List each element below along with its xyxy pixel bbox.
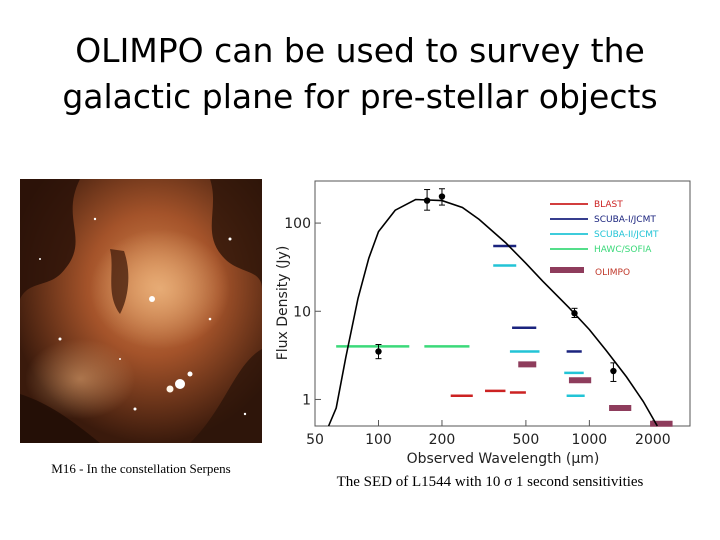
- m16-nebula-photo: [20, 179, 262, 443]
- sed-curve: [327, 198, 658, 427]
- measurement-point: [610, 367, 617, 375]
- slide-title: OLIMPO can be used to survey the galacti…: [0, 28, 720, 120]
- sed-caption: The SED of L1544 with 10 σ 1 second sens…: [336, 474, 644, 490]
- x-tick-label: 1000: [572, 432, 608, 448]
- x-tick-label: 500: [513, 432, 540, 448]
- y-tick-label: 10: [293, 304, 311, 320]
- measurement-point: [571, 310, 578, 317]
- measurement-point: [375, 348, 382, 355]
- legend-label: HAWC/SOFIA: [594, 245, 652, 255]
- legend-label: SCUBA-I/JCMT: [594, 215, 656, 225]
- x-tick-label: 50: [306, 432, 324, 448]
- x-tick-label: 200: [429, 432, 456, 448]
- y-tick-label: 100: [284, 216, 311, 232]
- slide-title-line-1: OLIMPO can be used to survey the: [75, 31, 645, 70]
- y-tick-label: 1: [302, 392, 311, 408]
- measurement-point: [438, 193, 446, 200]
- x-tick-label: 2000: [635, 432, 671, 448]
- plot-frame: [314, 180, 691, 427]
- x-axis-label: Observed Wavelength (μm): [407, 451, 600, 467]
- sed-chart: 50 100 200 500 1000 2000 1 10 100 BLAST SCUBA-I/J…: [275, 178, 705, 473]
- y-axis-label: Flux Density (Jy): [275, 246, 291, 361]
- legend-label: BLAST: [594, 200, 623, 210]
- legend-label: OLIMPO: [595, 268, 630, 278]
- x-tick-label: 100: [365, 432, 392, 448]
- slide-title-line-2: galactic plane for pre-stellar objects: [62, 77, 658, 116]
- legend-label: SCUBA-II/JCMT: [594, 230, 659, 240]
- image-caption: M16 - In the constellation Serpens: [51, 461, 231, 476]
- measurement-point: [423, 197, 431, 204]
